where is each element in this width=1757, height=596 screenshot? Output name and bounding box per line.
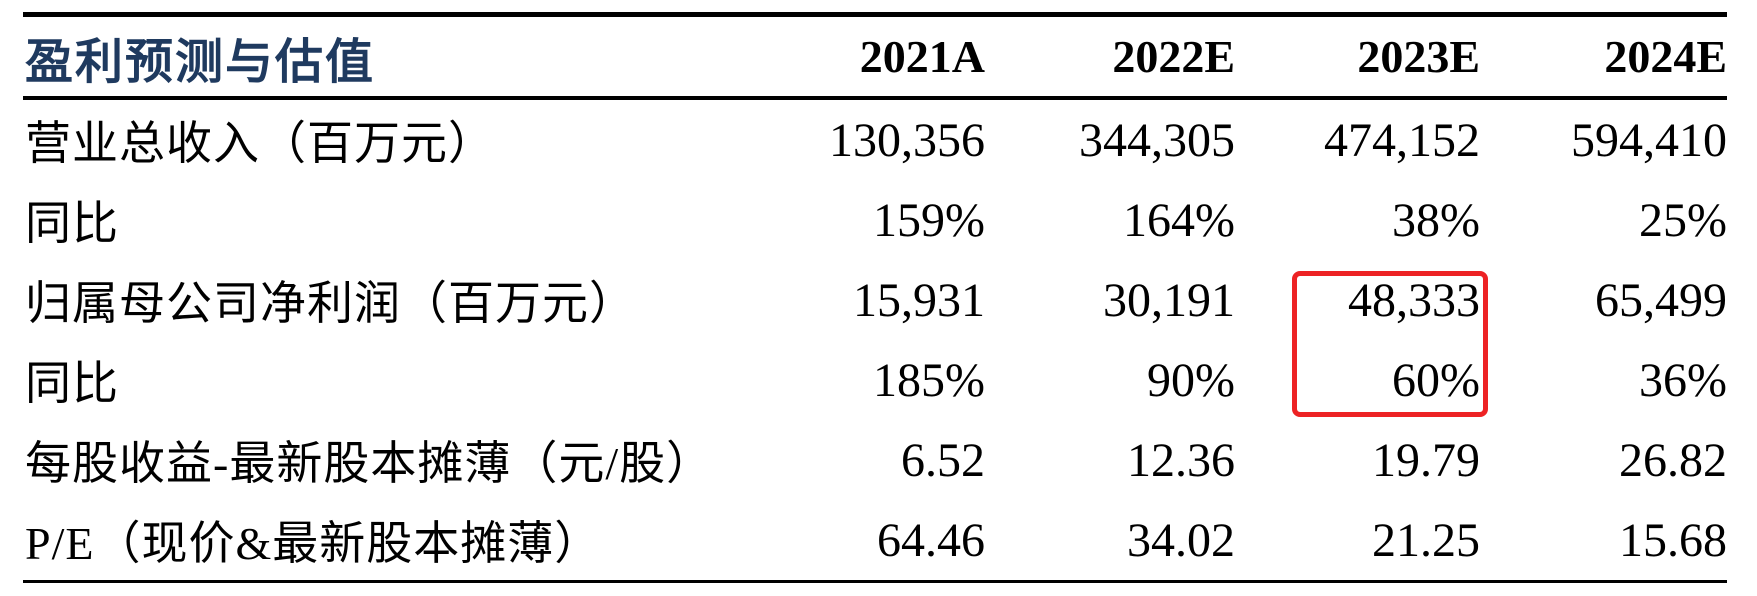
cell-value: 12.36	[1127, 433, 1235, 487]
table-row-revenue-yoy: 同比 159% 164% 38% 25%	[23, 180, 1727, 260]
row-label: 营业总收入（百万元）	[25, 118, 495, 169]
cell-value: 474,152	[1324, 113, 1480, 167]
column-header-2021a: 2021A	[859, 31, 985, 82]
cell-value: 594,410	[1571, 113, 1727, 167]
cell-value: 15.68	[1619, 513, 1727, 567]
column-header-2022e: 2022E	[1112, 31, 1235, 82]
table-row-net-profit: 归属母公司净利润（百万元） 15,931 30,191 48,333 65,49…	[23, 260, 1727, 340]
cell-value: 34.02	[1127, 513, 1235, 567]
row-label: 同比	[25, 198, 119, 249]
cell-value: 26.82	[1619, 433, 1727, 487]
cell-value: 159%	[873, 193, 985, 247]
row-label: 每股收益-最新股本摊薄（元/股）	[25, 438, 714, 489]
cell-value: 90%	[1147, 353, 1235, 407]
cell-value: 21.25	[1372, 513, 1480, 567]
cell-value: 38%	[1392, 193, 1480, 247]
profit-forecast-table: 盈利预测与估值 2021A 2022E 2023E 2024E 营业总收入（百万…	[23, 12, 1727, 583]
cell-value-highlighted: 48,333	[1348, 273, 1480, 327]
table-row-pe: P/E（现价&最新股本摊薄） 64.46 34.02 21.25 15.68	[23, 500, 1727, 580]
cell-value: 15,931	[853, 273, 985, 327]
column-header-2024e: 2024E	[1604, 31, 1727, 82]
cell-value: 25%	[1639, 193, 1727, 247]
cell-value: 344,305	[1079, 113, 1235, 167]
cell-value: 64.46	[877, 513, 985, 567]
table-header-row: 盈利预测与估值 2021A 2022E 2023E 2024E	[23, 12, 1727, 100]
column-header-2023e: 2023E	[1357, 31, 1480, 82]
table-row-eps: 每股收益-最新股本摊薄（元/股） 6.52 12.36 19.79 26.82	[23, 420, 1727, 500]
cell-value: 164%	[1123, 193, 1235, 247]
cell-value-highlighted: 60%	[1392, 353, 1480, 407]
cell-value: 19.79	[1372, 433, 1480, 487]
table-title: 盈利预测与估值	[25, 35, 376, 89]
cell-value: 6.52	[901, 433, 985, 487]
cell-value: 65,499	[1595, 273, 1727, 327]
row-label: 同比	[25, 358, 119, 409]
cell-value: 130,356	[829, 113, 985, 167]
table-body: 营业总收入（百万元） 130,356 344,305 474,152 594,4…	[23, 100, 1727, 583]
cell-value: 30,191	[1103, 273, 1235, 327]
cell-value: 36%	[1639, 353, 1727, 407]
row-label: P/E（现价&最新股本摊薄）	[25, 518, 602, 569]
table-row-revenue: 营业总收入（百万元） 130,356 344,305 474,152 594,4…	[23, 100, 1727, 180]
table-row-net-profit-yoy: 同比 185% 90% 60% 36%	[23, 340, 1727, 420]
row-label: 归属母公司净利润（百万元）	[25, 278, 636, 329]
cell-value: 185%	[873, 353, 985, 407]
